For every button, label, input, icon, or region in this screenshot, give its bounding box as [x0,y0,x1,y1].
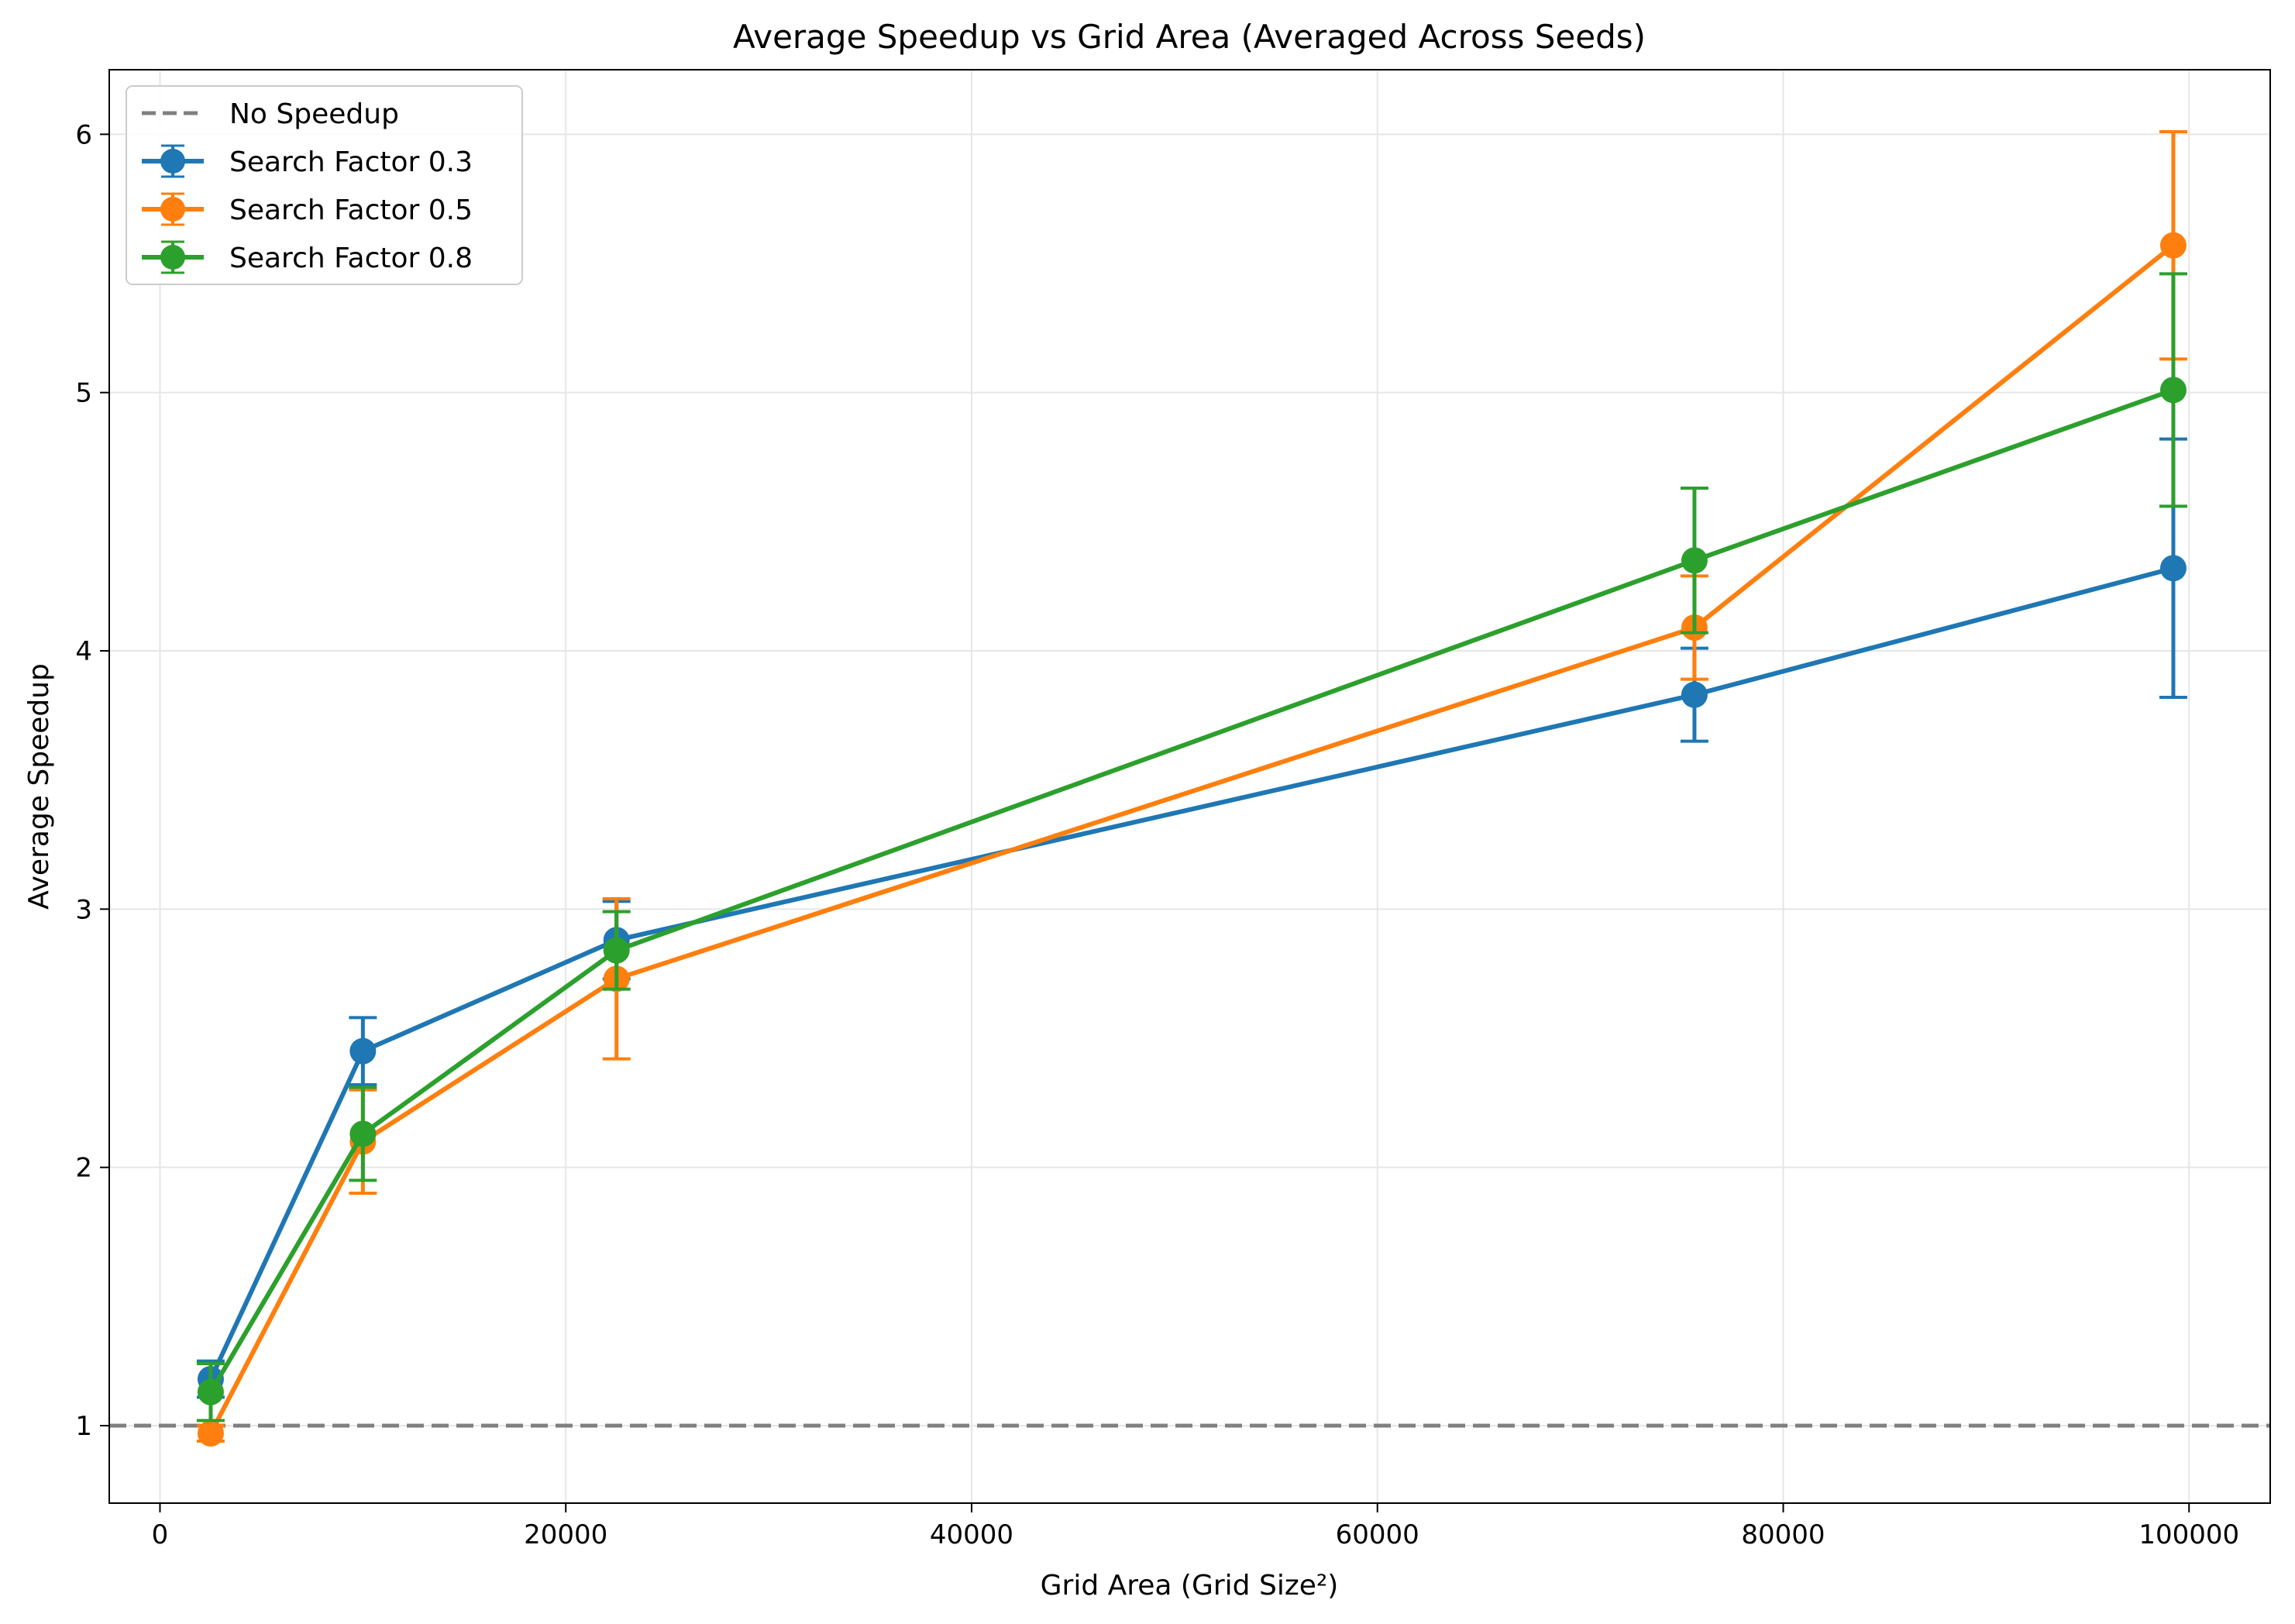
legend-box [126,85,523,285]
data-point [2159,377,2187,404]
x-tick-label: 60000 [1336,1519,1419,1550]
series-3 [196,272,2187,1423]
data-point [1681,681,1708,708]
x-tick-label: 20000 [524,1519,607,1550]
series-layer [196,130,2187,1447]
y-tick-label: 6 [75,119,92,150]
x-tick-label: 40000 [930,1519,1013,1550]
legend-entry: Search Factor 0.8 [142,240,473,274]
data-point [349,1120,377,1147]
legend-entry: Search Factor 0.5 [142,192,473,226]
plot-frame [108,69,2271,1504]
legend-entry: No Speedup [142,98,399,130]
legend-label: Search Factor 0.5 [229,194,473,226]
x-tick-label: 80000 [1741,1519,1825,1550]
chart-title: Average Speedup vs Grid Area (Averaged A… [733,18,1646,56]
data-point [197,1420,224,1447]
y-axis-ticks: 1 2 3 4 5 6 [75,119,109,1442]
x-axis-label: Grid Area (Grid Size²) [1041,1570,1339,1602]
legend-entry: Search Factor 0.3 [142,144,473,178]
data-point [1681,547,1708,574]
y-tick-label: 4 [75,636,92,667]
legend-label: Search Factor 0.8 [229,243,473,274]
legend: No Speedup Search Factor 0.3 Search Factor… [126,85,523,285]
y-tick-label: 5 [75,378,92,409]
y-tick-label: 1 [75,1411,92,1442]
x-axis-ticks: 0 20000 40000 60000 80000 100000 [152,1503,2239,1550]
y-tick-label: 3 [75,894,92,925]
legend-marker [160,149,185,174]
x-tick-label: 0 [152,1519,169,1550]
legend-label: Search Factor 0.3 [229,146,473,178]
data-point [2159,232,2187,259]
legend-marker [160,245,185,270]
x-tick-label: 100000 [2138,1519,2239,1550]
y-tick-label: 2 [75,1153,92,1184]
y-axis-label: Average Speedup [23,663,55,910]
legend-marker [160,197,185,222]
data-point [197,1378,224,1406]
grid-lines [109,70,2270,1503]
data-point [349,1037,377,1065]
data-point [603,937,630,964]
legend-label: No Speedup [229,98,399,130]
data-point [2159,555,2187,582]
